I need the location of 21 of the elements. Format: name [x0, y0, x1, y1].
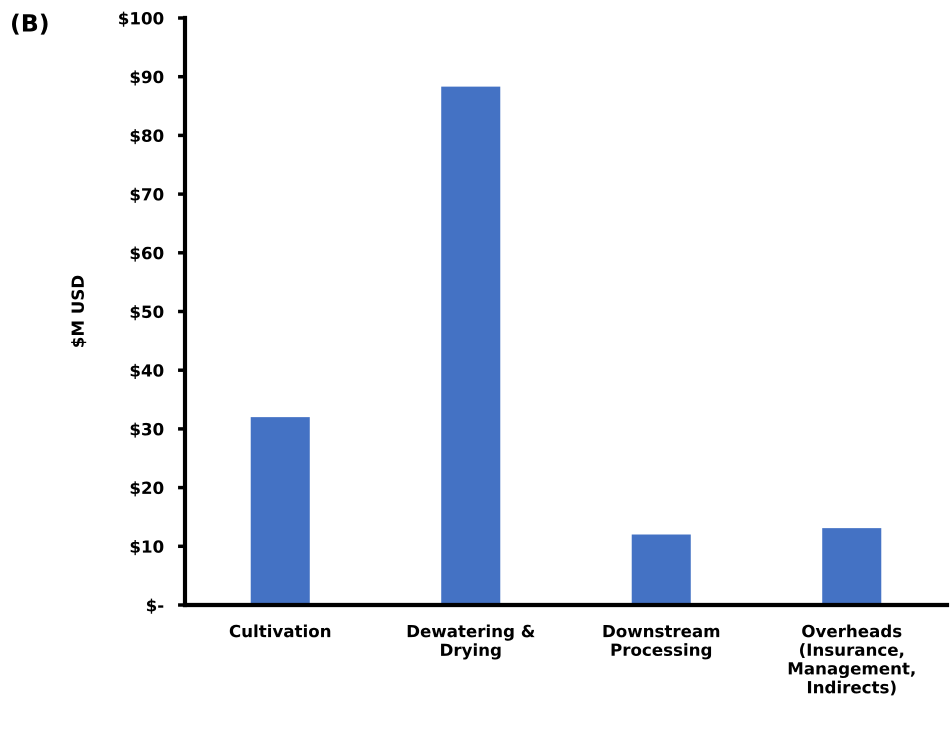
y-tick-label: $90 [130, 70, 164, 86]
y-tick-label: $10 [130, 540, 164, 556]
bar [250, 417, 310, 605]
y-tick-label: $80 [130, 129, 164, 144]
y-tick-label: $50 [130, 305, 164, 320]
chart-title: (B) [12, 14, 48, 35]
y-tick-label: $- [146, 598, 164, 614]
y-tick-label: $30 [130, 422, 164, 438]
x-tick-label: Downstream Processing [603, 624, 720, 660]
bar [632, 534, 691, 605]
bar [822, 528, 882, 605]
x-tick-label: Dewatering & Drying [408, 624, 535, 660]
x-tick-label: Overheads (Insurance, Management, Indirects) [788, 624, 915, 696]
bar [441, 86, 500, 605]
y-axis-title: $M USD [71, 276, 86, 347]
x-tick-label: Cultivation [230, 624, 330, 638]
y-tick-label: $100 [119, 12, 164, 27]
y-tick-label: $20 [130, 481, 164, 496]
y-tick-label: $40 [130, 364, 164, 379]
y-tick-label: $70 [130, 188, 164, 203]
y-tick-label: $60 [130, 246, 164, 262]
